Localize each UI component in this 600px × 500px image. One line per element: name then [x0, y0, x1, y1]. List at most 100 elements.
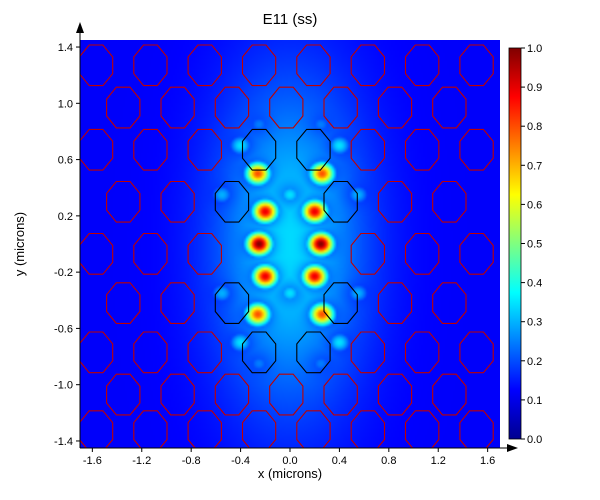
y-axis-arrow	[76, 22, 84, 33]
air-hole	[350, 410, 386, 448]
air-hole	[350, 128, 386, 171]
air-hole	[80, 410, 114, 448]
air-hole	[404, 410, 440, 448]
air-hole	[133, 128, 168, 171]
air-hole	[106, 180, 141, 223]
y-tick-label: -0.2	[54, 267, 73, 279]
x-axis-arrow	[507, 444, 518, 452]
air-hole	[377, 180, 413, 223]
air-hole	[133, 232, 168, 275]
air-hole	[133, 331, 168, 374]
air-hole	[296, 44, 331, 87]
y-tick-label: -1.0	[54, 380, 73, 392]
air-hole	[269, 373, 304, 416]
hole-lattice	[80, 44, 494, 448]
air-hole	[296, 331, 331, 374]
y-tick-label: 1.0	[58, 98, 73, 110]
air-hole	[377, 282, 413, 324]
air-hole	[80, 331, 114, 374]
air-hole	[404, 128, 440, 171]
air-hole	[296, 410, 331, 448]
x-tick-label: -0.8	[182, 455, 201, 467]
air-hole	[432, 86, 467, 129]
air-hole	[80, 232, 114, 275]
air-hole	[404, 232, 440, 275]
air-hole	[459, 410, 494, 448]
y-tick-label: 0.6	[58, 155, 73, 167]
x-tick-label: 0.8	[381, 455, 396, 467]
colorbar-gradient	[508, 47, 522, 440]
air-hole	[160, 180, 195, 223]
air-hole	[241, 44, 277, 87]
colorbar-tick-label: 0.1	[527, 395, 542, 407]
air-hole	[269, 86, 304, 129]
y-tick-label: 0.2	[58, 211, 73, 223]
air-hole	[106, 282, 141, 324]
colorbar-tick-label: 0.4	[527, 278, 542, 290]
colorbar: 1.0 0.9 0.8 0.7 0.6 0.5 0.4 0.3 0.2 0.1 0.0	[508, 43, 542, 446]
air-hole	[296, 128, 331, 171]
colorbar-tick-label: 0.9	[527, 82, 542, 94]
air-hole	[323, 282, 358, 324]
air-hole	[106, 86, 141, 129]
air-hole	[187, 232, 222, 275]
air-hole	[323, 373, 358, 416]
colorbar-tick-label: 0.5	[527, 239, 542, 251]
air-hole	[404, 44, 440, 87]
air-hole	[80, 44, 114, 87]
air-hole	[350, 232, 386, 275]
air-hole	[432, 180, 467, 223]
plot-area	[80, 40, 500, 448]
air-hole	[459, 128, 494, 171]
air-hole	[404, 331, 440, 374]
air-hole	[241, 410, 277, 448]
colorbar-tick-label: 0.8	[527, 121, 542, 133]
air-hole	[80, 128, 114, 171]
air-hole	[323, 86, 358, 129]
field-heatmap	[80, 40, 500, 448]
air-hole	[377, 373, 413, 416]
air-hole	[214, 373, 250, 416]
colorbar-tick-label: 0.0	[527, 434, 542, 446]
y-tick-label: -0.6	[54, 323, 73, 335]
x-axis-ticks: -1.6 -1.2 -0.8 -0.4 0.0 0.4 0.8 1.2 1.6	[83, 448, 495, 467]
x-axis-label: x (microns)	[258, 466, 322, 481]
x-tick-label: 1.2	[431, 455, 446, 467]
air-hole	[187, 44, 222, 87]
y-tick-label: 1.4	[58, 42, 73, 54]
y-axis-label: y (microns)	[12, 212, 27, 276]
air-hole	[187, 128, 222, 171]
air-hole	[350, 44, 386, 87]
colorbar-tick-label: 0.6	[527, 199, 542, 211]
air-hole	[187, 410, 222, 448]
air-hole	[323, 180, 358, 223]
y-axis-ticks: 1.4 1.0 0.6 0.2 -0.2 -0.6 -1.0 -1.4	[54, 42, 80, 448]
colorbar-ticks: 1.0 0.9 0.8 0.7 0.6 0.5 0.4 0.3 0.2 0.1 0.0	[521, 43, 542, 446]
air-hole	[106, 373, 141, 416]
x-tick-label: -1.6	[83, 455, 102, 467]
x-tick-label: -0.4	[231, 455, 250, 467]
colorbar-tick-label: 0.2	[527, 356, 542, 368]
x-tick-label: 0.0	[282, 455, 297, 467]
colorbar-tick-label: 0.7	[527, 160, 542, 172]
x-tick-label: -1.2	[132, 455, 151, 467]
air-hole	[160, 86, 195, 129]
air-hole	[133, 410, 168, 448]
air-hole	[160, 282, 195, 324]
air-hole	[432, 282, 467, 324]
air-hole	[350, 331, 386, 374]
air-hole	[187, 331, 222, 374]
y-tick-label: -1.4	[54, 436, 73, 448]
x-tick-label: 1.6	[480, 455, 495, 467]
air-hole	[214, 86, 250, 129]
colorbar-tick-label: 1.0	[527, 43, 542, 55]
air-hole	[214, 180, 250, 223]
air-hole	[133, 44, 168, 87]
air-hole	[160, 373, 195, 416]
air-hole	[377, 86, 413, 129]
air-hole	[459, 331, 494, 374]
air-hole	[241, 128, 277, 171]
chart-title: E11 (ss)	[263, 11, 318, 28]
air-hole	[432, 373, 467, 416]
